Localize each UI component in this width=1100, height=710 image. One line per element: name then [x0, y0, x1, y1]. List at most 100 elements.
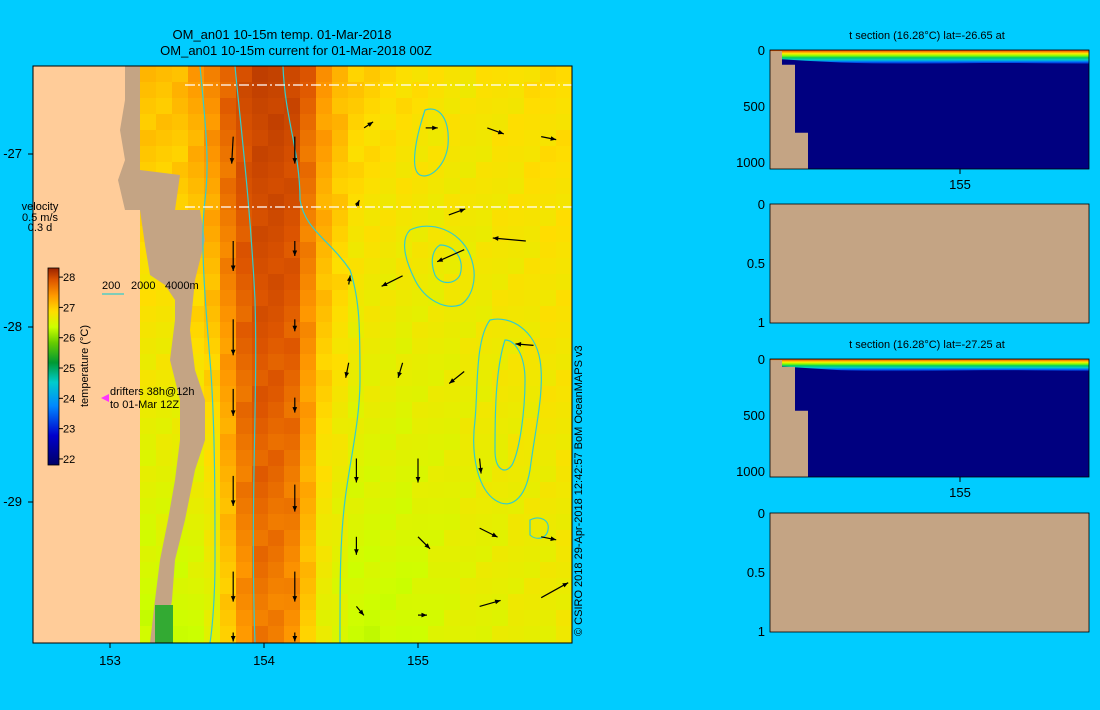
map-ticks: [28, 153, 419, 648]
temperature-cell: [220, 370, 237, 387]
section1-thermocline: [770, 50, 1089, 65]
credit-text: © CSIRO 2018 29-Apr-2018 12:42:57 BoM Oc…: [573, 345, 585, 636]
temperature-cell: [460, 226, 477, 243]
temperature-cell: [220, 274, 237, 291]
temperature-cell: [348, 66, 365, 83]
temperature-cell: [348, 146, 365, 163]
temperature-cell: [188, 642, 205, 643]
temperature-cell: [156, 434, 173, 451]
temperature-cell: [476, 354, 493, 371]
current-arrow-icon: [397, 362, 404, 378]
temperature-cell: [380, 306, 397, 323]
section2-land: [769, 203, 1090, 324]
temperature-cell: [556, 466, 572, 483]
temperature-cell: [540, 482, 557, 499]
temperature-cell: [300, 642, 317, 643]
temperature-cell: [412, 402, 429, 419]
temperature-cell: [556, 530, 572, 547]
temperature-cell: [236, 114, 253, 131]
temperature-cell: [460, 450, 477, 467]
temperature-cell: [204, 482, 221, 499]
temperature-cell: [220, 290, 237, 307]
temperature-cell: [540, 66, 557, 83]
temperature-cell: [268, 546, 285, 563]
temperature-cell: [380, 162, 397, 179]
temperature-cell: [332, 354, 349, 371]
temperature-cell: [412, 578, 429, 595]
temperature-cell: [556, 82, 572, 99]
temperature-cell: [156, 354, 173, 371]
temperature-cell: [460, 322, 477, 339]
temperature-cell: [300, 610, 317, 627]
temperature-cell: [428, 322, 445, 339]
temperature-cell: [540, 386, 557, 403]
temperature-cell: [204, 114, 221, 131]
temperature-cell: [316, 162, 333, 179]
temperature-cell: [380, 610, 397, 627]
temperature-cell: [140, 642, 157, 643]
temperature-cell: [204, 514, 221, 531]
temperature-cell: [428, 610, 445, 627]
current-arrow-icon: [448, 208, 466, 216]
temperature-cell: [252, 82, 269, 99]
temperature-cell: [252, 594, 269, 611]
temperature-cell: [204, 66, 221, 83]
temperature-cell: [236, 546, 253, 563]
temperature-cell: [556, 434, 572, 451]
temperature-cell: [460, 642, 477, 643]
temperature-cell: [300, 338, 317, 355]
temperature-cell: [236, 514, 253, 531]
temperature-cell: [396, 82, 413, 99]
temperature-cell: [508, 434, 525, 451]
temperature-cell: [412, 562, 429, 579]
temperature-cell: [204, 162, 221, 179]
temperature-cell: [556, 498, 572, 515]
section1-background: [770, 50, 1089, 169]
temperature-cell: [380, 514, 397, 531]
temperature-cell: [524, 610, 541, 627]
temperature-cell: [348, 370, 365, 387]
temperature-cell: [524, 274, 541, 291]
y-tick-label-27: -27: [3, 146, 22, 161]
temperature-cell: [444, 146, 461, 163]
section3-thermocline: [770, 359, 1089, 372]
temperature-cell: [412, 434, 429, 451]
temperature-cell: [476, 402, 493, 419]
temperature-cell: [300, 274, 317, 291]
colorbar-tick-label: 24: [63, 393, 75, 405]
temperature-cell: [236, 98, 253, 115]
temperature-cell: [252, 482, 269, 499]
temperature-cell: [412, 162, 429, 179]
temperature-cell: [204, 274, 221, 291]
temperature-cell: [300, 402, 317, 419]
temperature-cell: [140, 306, 157, 323]
temperature-cell: [316, 546, 333, 563]
temperature-cell: [460, 162, 477, 179]
colorbar-tick-label: 22: [63, 454, 75, 466]
temperature-cell: [364, 306, 381, 323]
temperature-cell: [412, 274, 429, 291]
temperature-cell: [540, 642, 557, 643]
temperature-cell: [332, 210, 349, 227]
temperature-cell: [444, 130, 461, 147]
temperature-cell: [300, 178, 317, 195]
temperature-cell: [300, 82, 317, 99]
temperature-cell: [556, 626, 572, 643]
temperature-cell: [268, 514, 285, 531]
temperature-cell: [396, 146, 413, 163]
temperature-cell: [268, 322, 285, 339]
section4-ytick-1: 1: [758, 624, 765, 639]
temperature-cell: [508, 274, 525, 291]
temperature-cell: [284, 370, 301, 387]
temperature-cell: [524, 482, 541, 499]
temperature-cell: [332, 226, 349, 243]
temperature-cell: [236, 66, 253, 83]
temperature-cell: [316, 450, 333, 467]
temperature-cell: [444, 66, 461, 83]
temperature-cell: [204, 642, 221, 643]
temperature-cell: [252, 530, 269, 547]
temperature-cell: [332, 642, 349, 643]
temperature-cell: [268, 498, 285, 515]
temperature-cell: [508, 82, 525, 99]
temperature-cell: [300, 514, 317, 531]
